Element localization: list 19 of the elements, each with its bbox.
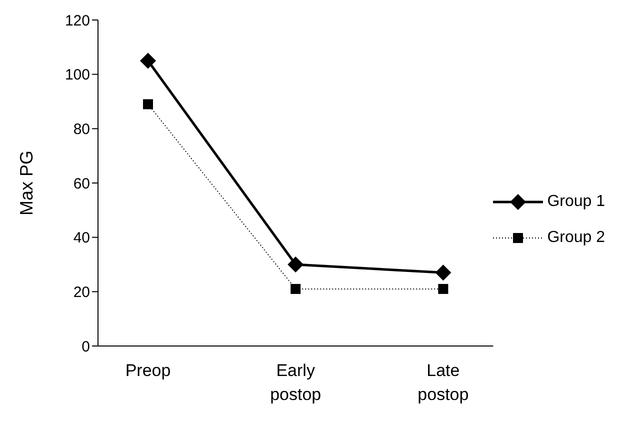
y-tick-label: 60 xyxy=(73,175,90,192)
y-tick-label: 100 xyxy=(64,66,90,84)
x-tick-label: Early postop xyxy=(270,361,322,404)
point xyxy=(143,99,153,110)
point xyxy=(435,264,452,281)
point xyxy=(290,284,301,294)
legend-label: Group 2 xyxy=(547,229,605,247)
y-tick-label: 0 xyxy=(82,338,90,356)
point xyxy=(438,284,448,294)
x-tick-label: Late postop xyxy=(418,361,469,404)
y-tick-label: 40 xyxy=(73,230,90,247)
y-tick-label: 80 xyxy=(73,120,90,138)
point xyxy=(288,256,304,272)
legend-label: Group 1 xyxy=(547,193,605,211)
point xyxy=(140,52,156,69)
y-axis-title: Max PG xyxy=(16,150,36,216)
y-tick-label: 20 xyxy=(73,284,90,301)
y-tick-label: 120 xyxy=(64,12,90,30)
x-tick-label: Preop xyxy=(125,361,171,380)
